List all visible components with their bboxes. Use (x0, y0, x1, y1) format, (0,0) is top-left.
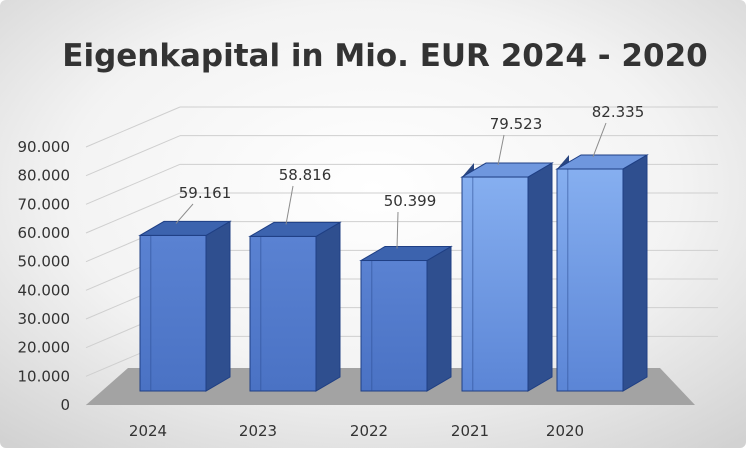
y-tick-label: 60.000 (18, 224, 71, 242)
y-axis-ticks: 0 10.000 20.000 30.000 40.000 50.000 60.000 70.… (18, 138, 71, 414)
leader-line (175, 203, 194, 224)
y-tick-label: 10.000 (18, 367, 71, 385)
gridline-left (85, 163, 181, 205)
gridline-left (85, 135, 181, 177)
bar-top-face (248, 221, 342, 237)
data-label: 59.161 (179, 184, 232, 202)
y-tick-label: 50.000 (18, 253, 71, 271)
bar-front-face (556, 168, 624, 392)
bar-side-face (315, 221, 341, 392)
bars (138, 154, 649, 392)
y-tick-label: 30.000 (18, 310, 71, 328)
bar-side-face (622, 154, 648, 392)
bar (460, 162, 554, 392)
leader-line (592, 122, 607, 158)
data-labels: 59.161 58.816 50.399 79.523 82.335 (175, 103, 645, 249)
leader-line (396, 211, 399, 249)
chart-title: Eigenkapital in Mio. EUR 2024 - 2020 (62, 38, 707, 74)
bar-side-face (527, 162, 553, 392)
bar-front-face (139, 234, 207, 392)
bar-top-face (555, 154, 649, 170)
x-tick-label: 2020 (546, 422, 584, 440)
y-tick-label: 0 (60, 396, 70, 414)
bar (555, 154, 649, 392)
bar-front-face (249, 235, 317, 392)
x-tick-label: 2021 (451, 422, 489, 440)
x-tick-label: 2024 (129, 422, 167, 440)
bar-top-face (460, 162, 554, 178)
leader-line (497, 134, 505, 166)
y-tick-label: 80.000 (18, 167, 71, 185)
gridline-left (85, 192, 181, 234)
x-axis-ticks: 2024 2023 2022 2021 2020 (129, 422, 584, 440)
data-label: 58.816 (279, 166, 332, 184)
bar (359, 245, 453, 392)
leader-line (285, 185, 294, 225)
gridline-left (85, 106, 181, 148)
bar-front-face (461, 176, 529, 392)
bar-side-face (426, 245, 452, 392)
data-label: 50.399 (384, 192, 437, 210)
y-tick-label: 40.000 (18, 281, 71, 299)
bar-front-face (360, 260, 428, 392)
bar-top-face (359, 246, 453, 262)
y-tick-label: 90.000 (18, 138, 71, 156)
bar (248, 221, 342, 392)
y-tick-label: 70.000 (18, 195, 71, 213)
data-label: 79.523 (490, 115, 543, 133)
data-label: 82.335 (592, 103, 645, 121)
bar-top-face (138, 220, 232, 236)
bar-side-face (205, 220, 231, 392)
x-tick-label: 2022 (350, 422, 388, 440)
bar (138, 220, 232, 392)
y-tick-label: 20.000 (18, 339, 71, 357)
x-tick-label: 2023 (239, 422, 277, 440)
